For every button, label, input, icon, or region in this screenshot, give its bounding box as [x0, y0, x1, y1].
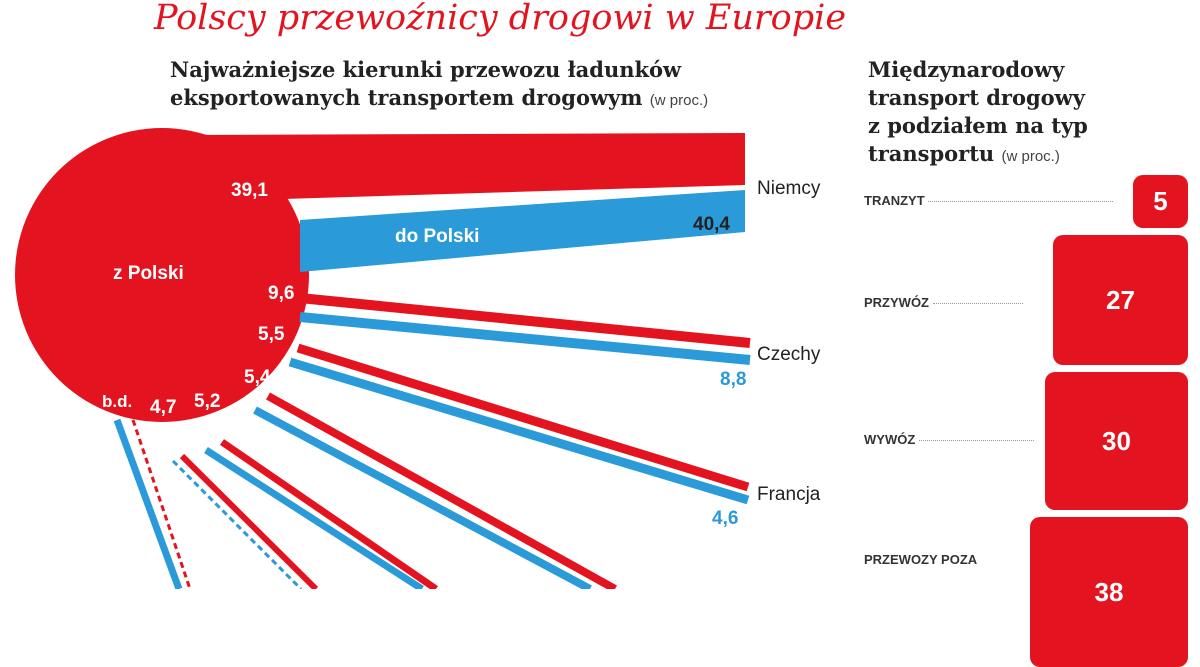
flow-niemcy-from — [190, 133, 745, 200]
value-francja-from: 5,5 — [258, 324, 285, 345]
flow-unit: (w proc.) — [649, 92, 709, 109]
bar-unit: (w proc.) — [1001, 148, 1060, 165]
value-other-1: 5,4 — [244, 367, 271, 388]
flow-other-to-4 — [113, 418, 183, 589]
value-czechy-from: 9,6 — [268, 283, 295, 304]
bar-wywoz: 30 — [1045, 372, 1188, 510]
bar-przewozy-poza: 38 — [1030, 517, 1188, 667]
flow-czechy-to — [299, 312, 751, 365]
flow-other-from-4 — [131, 419, 192, 589]
bar-tranzyt: 5 — [1133, 175, 1188, 228]
bar-title-line3: z podziałem na typ — [868, 113, 1088, 138]
category-tranzyt: TRANZYT — [864, 191, 1114, 211]
bar-title-line2: transport drogowy — [868, 85, 1085, 110]
bar-title-line4: transportu — [868, 141, 995, 166]
value-czechy-to: 8,8 — [720, 369, 747, 390]
value-other-2: 5,2 — [194, 391, 221, 412]
category-przewozy-poza: PRZEWOZY POZA — [864, 552, 978, 567]
flow-chart-title: Najważniejsze kierunki przewozu ładunków… — [170, 56, 708, 115]
poland-circle — [15, 128, 309, 422]
category-wywoz: WYWÓZ — [864, 430, 1034, 450]
flow-francja-to — [288, 357, 750, 505]
value-niemcy-to: 40,4 — [693, 214, 730, 235]
flow-title-line2: eksportowanych transportem drogowym — [170, 85, 643, 110]
flow-other-to-2 — [204, 447, 424, 589]
value-other-4: b.d. — [102, 392, 133, 411]
flow-other-to-1 — [253, 406, 592, 589]
category-przywoz: PRZYWÓZ — [864, 293, 1023, 313]
country-niemcy: Niemcy — [757, 178, 821, 199]
flow-niemcy-to — [300, 190, 745, 272]
flow-other-from-2 — [220, 439, 438, 589]
flow-graphic — [15, 128, 751, 589]
flow-francja-from — [296, 343, 750, 492]
bar-przywoz: 27 — [1053, 235, 1188, 365]
country-francja: Francja — [757, 484, 821, 505]
flow-czechy-from — [299, 293, 751, 348]
flow-other-from-1 — [266, 392, 617, 589]
country-czechy: Czechy — [757, 344, 821, 365]
bar-chart-title: Międzynarodowy transport drogowy z podzi… — [868, 56, 1088, 171]
legend-from-poland: z Polski — [113, 263, 184, 284]
flow-title-line1: Najważniejsze kierunki przewozu ładunków — [170, 57, 682, 82]
flow-other-to-3 — [171, 459, 303, 589]
bar-title-line1: Międzynarodowy — [868, 57, 1065, 82]
flow-other-from-3 — [179, 453, 319, 589]
page-title: Polscy przewoźnicy drogowi w Europie — [153, 0, 847, 38]
legend-to-poland: do Polski — [395, 226, 480, 247]
value-niemcy-from: 39,1 — [231, 180, 268, 201]
value-francja-to: 4,6 — [712, 508, 739, 529]
value-other-3: 4,7 — [150, 397, 177, 418]
